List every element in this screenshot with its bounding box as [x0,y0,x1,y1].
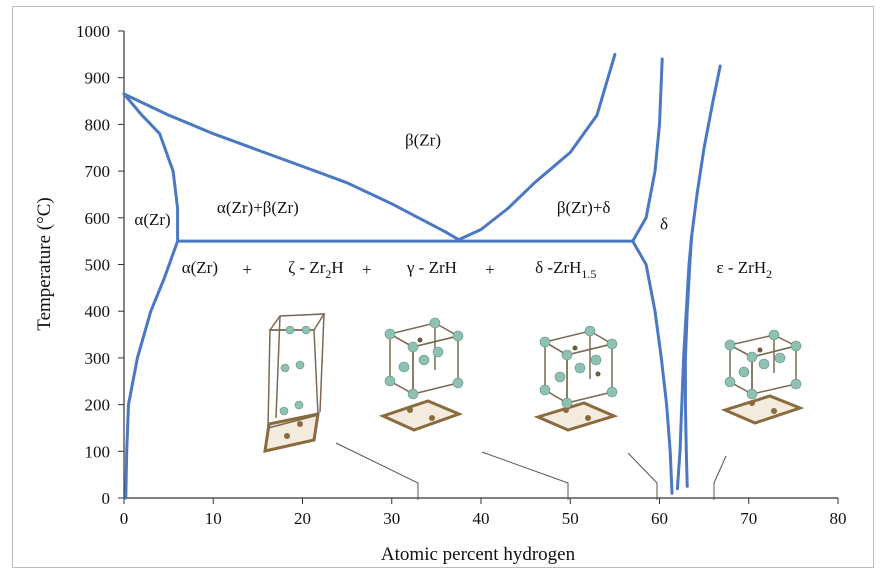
phase-boundary-line [122,92,180,243]
x-tick-label: 20 [294,509,311,528]
region-label: β(Zr) [405,130,441,149]
phase-boundary-line [631,239,674,495]
y-tick-label: 100 [85,442,111,461]
phase-boundary-line [124,239,180,500]
figure-frame [12,6,874,568]
x-tick-label: 70 [740,509,757,528]
leader-lines [335,442,727,500]
region-label: α(Zr) [134,210,170,229]
ticks: 0 100 200 300 400 500 600 700 800 900 1000 0 10 20 30 4… [76,22,847,528]
x-tick-label: 0 [120,509,129,528]
y-tick-label: 0 [102,489,111,508]
zr2h-crystal-illustration [263,313,326,453]
region-label: + [362,260,372,279]
x-tick-label: 80 [830,509,847,528]
phase-label: γ - ZrH [406,258,457,277]
phase-label: ζ - Zr2H [288,258,344,281]
y-axis-label: Temperature (°C) [34,197,55,330]
x-tick-label: 50 [562,509,579,528]
y-tick-label: 500 [85,256,111,275]
region-label: + [485,260,495,279]
x-tick-label: 10 [205,509,222,528]
y-tick-label: 600 [85,209,111,228]
region-label: ε - ZrH2 [716,258,772,281]
y-tick-label: 400 [85,302,111,321]
x-tick-label: 60 [651,509,668,528]
y-tick-label: 900 [85,69,111,88]
region-label: α(Zr)+β(Zr) [217,198,299,217]
y-tick-label: 800 [85,115,111,134]
y-tick-label: 300 [85,349,111,368]
phase-boundary-line [122,92,461,242]
phase-boundary-line [631,57,664,243]
phase-boundaries [122,52,722,500]
y-tick-label: 200 [85,396,111,415]
region-label: + [242,260,252,279]
region-label: β(Zr)+δ [557,198,611,217]
phase-boundary-line [683,235,694,488]
region-label: α(Zr) [182,258,218,277]
zrh2-crystal-illustration [720,329,805,425]
zrh15-crystal-illustration [533,325,619,432]
region-labels: β(Zr) α(Zr) α(Zr)+β(Zr) β(Zr)+δ δ α(Zr) + + + ε -… [134,130,772,280]
phase-label: δ -ZrH1.5 [535,258,596,281]
x-axis-label: Atomic percent hydrogen [381,544,576,565]
y-tick-label: 1000 [76,22,110,41]
region-label: δ [660,214,668,233]
zrh-crystal-illustration [378,317,464,432]
x-tick-label: 30 [383,509,400,528]
phase-boundary-line [457,52,617,242]
y-tick-label: 700 [85,162,111,181]
phase-boundary-line [675,64,722,491]
x-tick-label: 40 [473,509,490,528]
